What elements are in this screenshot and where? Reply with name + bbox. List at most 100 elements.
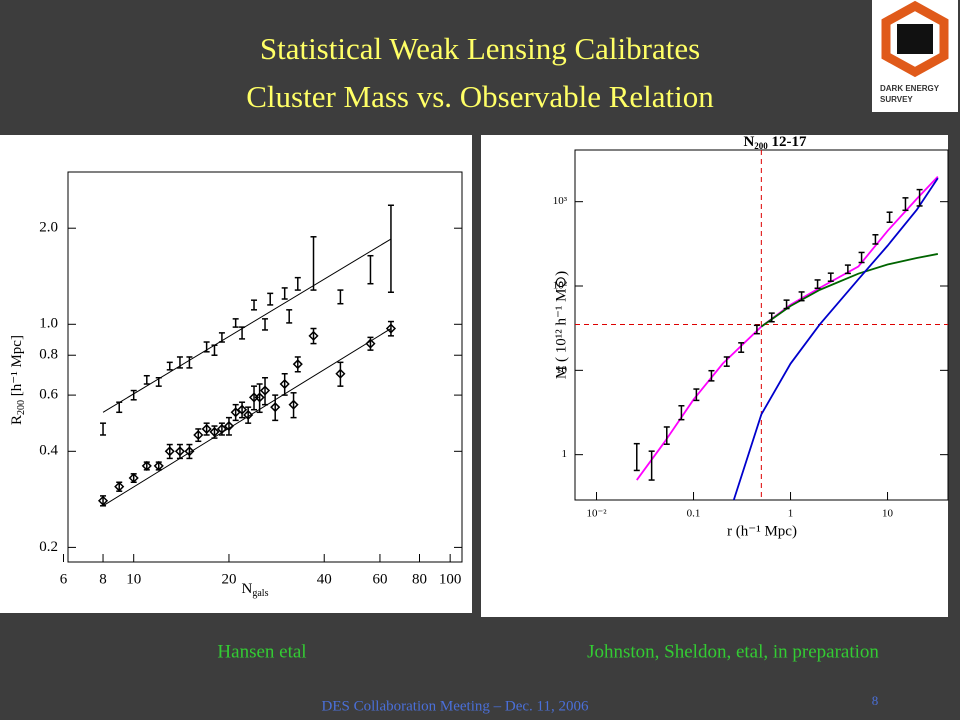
x-tick-label: 80 bbox=[412, 571, 427, 587]
right-panel bbox=[481, 135, 948, 617]
error-bar bbox=[218, 332, 225, 343]
x-tick-label: 20 bbox=[221, 571, 236, 587]
error-bar bbox=[872, 234, 879, 245]
error-bar bbox=[286, 309, 293, 324]
x-tick-label: 6 bbox=[60, 571, 68, 587]
y-tick-label: 10² bbox=[553, 280, 568, 292]
point bbox=[288, 399, 299, 410]
label-part: gals bbox=[252, 588, 268, 599]
footer: DES Collaboration Meeting – Dec. 11, 200… bbox=[322, 698, 589, 714]
point bbox=[209, 426, 220, 437]
error-bar bbox=[130, 389, 137, 401]
error-bar bbox=[100, 422, 107, 436]
error-bar bbox=[256, 383, 263, 414]
error-bar bbox=[337, 361, 344, 387]
error-bar bbox=[858, 251, 865, 264]
logo: DARK ENERGY SURVEY bbox=[872, 0, 958, 112]
error-bar bbox=[693, 388, 700, 402]
point bbox=[164, 446, 175, 457]
error-bar bbox=[232, 318, 239, 328]
error-bar bbox=[337, 289, 344, 305]
error-bar bbox=[211, 344, 218, 356]
error-bar bbox=[648, 450, 655, 481]
y-axis-label: M ( 10¹² h⁻¹ M⊙) bbox=[553, 271, 569, 379]
label-part: N bbox=[743, 134, 754, 150]
error-bar bbox=[768, 312, 775, 323]
error-bar bbox=[663, 426, 670, 445]
error-bar bbox=[738, 342, 745, 353]
point bbox=[114, 481, 125, 492]
error-bar bbox=[245, 406, 252, 424]
error-bar bbox=[203, 341, 210, 353]
error-bar bbox=[281, 287, 288, 300]
error-bar bbox=[916, 188, 923, 207]
point bbox=[279, 378, 290, 390]
label-part: 12-17 bbox=[768, 134, 807, 150]
point bbox=[292, 359, 303, 370]
point bbox=[174, 446, 186, 457]
x-tick-label: 10 bbox=[126, 571, 141, 587]
error-bar bbox=[290, 392, 297, 419]
point bbox=[365, 338, 376, 349]
error-bar bbox=[723, 356, 730, 367]
model-curve bbox=[760, 253, 939, 328]
point bbox=[223, 420, 235, 432]
error-bar bbox=[387, 204, 394, 294]
point bbox=[237, 404, 248, 415]
error-bar bbox=[267, 292, 274, 306]
point bbox=[201, 423, 212, 435]
error-bar bbox=[262, 318, 269, 331]
error-bar bbox=[281, 372, 288, 396]
model-curve bbox=[732, 177, 939, 501]
label-part: 200 bbox=[754, 141, 768, 151]
y-tick-label: 10³ bbox=[553, 195, 568, 207]
error-bar bbox=[166, 361, 173, 371]
error-bar bbox=[367, 254, 374, 285]
point bbox=[270, 402, 281, 413]
y-tick-label: 2.0 bbox=[39, 220, 58, 236]
error-bar bbox=[783, 299, 790, 310]
title-line: Statistical Weak Lensing Calibrates bbox=[260, 31, 700, 66]
point bbox=[259, 385, 271, 396]
error-bar bbox=[176, 356, 183, 369]
point bbox=[153, 460, 164, 471]
x-axis-label: r (h⁻¹ Mpc) bbox=[727, 523, 797, 539]
error-bar bbox=[798, 291, 805, 302]
error-bar bbox=[225, 416, 232, 436]
label-part: R bbox=[9, 415, 25, 425]
label-part: [h⁻¹ Mpc] bbox=[9, 335, 25, 400]
error-bar bbox=[902, 197, 909, 212]
x-tick-label: 10 bbox=[882, 508, 894, 520]
error-bar bbox=[827, 272, 834, 282]
page-number: 8 bbox=[872, 693, 879, 708]
point bbox=[141, 460, 152, 471]
y-tick-label: 1.0 bbox=[39, 316, 58, 332]
error-bar bbox=[844, 264, 851, 275]
x-tick-label: 60 bbox=[372, 571, 387, 587]
point bbox=[128, 472, 139, 484]
error-bar bbox=[116, 401, 123, 414]
error-bar bbox=[251, 385, 258, 411]
point bbox=[193, 429, 204, 441]
x-tick-label: 8 bbox=[99, 571, 107, 587]
error-bar bbox=[753, 324, 760, 335]
logo-image bbox=[897, 24, 933, 54]
y-tick-label: 0.6 bbox=[39, 387, 58, 403]
chart-title: N200 12-17 bbox=[743, 134, 807, 151]
model-curve bbox=[636, 176, 939, 481]
point bbox=[308, 330, 319, 341]
logo-text: SURVEY bbox=[880, 95, 913, 104]
error-bar bbox=[886, 211, 893, 224]
error-bar bbox=[186, 356, 193, 369]
x-tick-label: 100 bbox=[439, 571, 462, 587]
point bbox=[184, 446, 195, 457]
x-tick-label: 10⁻² bbox=[586, 508, 607, 520]
error-bar bbox=[310, 236, 317, 291]
error-bar bbox=[678, 405, 685, 421]
error-bar bbox=[239, 326, 246, 340]
logo-hexagon bbox=[881, 0, 949, 78]
point bbox=[335, 368, 346, 379]
point bbox=[216, 423, 227, 435]
caption: Johnston, Sheldon, etal, in preparation bbox=[587, 641, 879, 662]
x-axis-label: Ngals bbox=[242, 581, 269, 599]
